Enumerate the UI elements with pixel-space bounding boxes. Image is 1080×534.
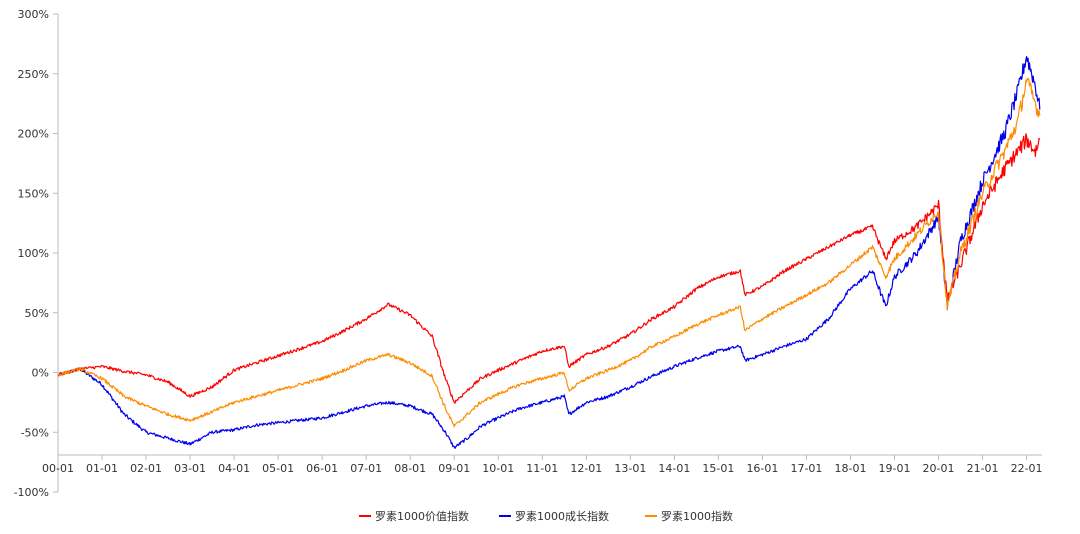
y-tick-label: 100% (18, 247, 49, 260)
x-tick-label: 05-01 (262, 462, 294, 475)
legend-label: 罗素1000价值指数 (375, 509, 469, 523)
y-tick-label: 250% (18, 68, 49, 81)
y-tick-label: 50% (25, 307, 49, 320)
y-tick-label: -50% (21, 426, 49, 439)
x-tick-label: 08-01 (394, 462, 426, 475)
y-tick-label: 300% (18, 8, 49, 21)
x-tick-label: 01-01 (86, 462, 118, 475)
x-tick-label: 02-01 (130, 462, 162, 475)
legend-label: 罗素1000指数 (661, 509, 733, 523)
legend: 罗素1000价值指数 罗素1000成长指数 罗素1000指数 (359, 509, 733, 523)
x-tick-label: 06-01 (306, 462, 338, 475)
x-tick-label: 20-01 (923, 462, 955, 475)
x-tick-label: 17-01 (790, 462, 822, 475)
y-tick-label: 0% (32, 367, 49, 380)
x-tick-label: 04-01 (218, 462, 250, 475)
x-tick-label: 10-01 (482, 462, 514, 475)
x-tick-label: 21-01 (967, 462, 999, 475)
y-tick-label: -100% (14, 486, 49, 499)
x-axis: 00-01 01-01 02-01 03-01 04-01 05-01 06-01 07-01… (42, 454, 1043, 475)
x-tick-label: 18-01 (834, 462, 866, 475)
x-tick-label: 12-01 (570, 462, 602, 475)
x-tick-label: 07-01 (350, 462, 382, 475)
legend-label: 罗素1000成长指数 (515, 509, 609, 523)
x-tick-label: 22-01 (1011, 462, 1043, 475)
y-axis: 300% 250% 200% 150% 100% 50% 0% -50% -100% (14, 8, 59, 499)
series-group (57, 55, 1041, 449)
series-line-2 (57, 77, 1041, 428)
series-line-1 (57, 55, 1041, 449)
x-tick-label: 16-01 (746, 462, 778, 475)
y-tick-label: 200% (18, 128, 49, 141)
x-tick-label: 03-01 (174, 462, 206, 475)
x-tick-label: 09-01 (438, 462, 470, 475)
y-tick-label: 150% (18, 187, 49, 200)
x-tick-label: 19-01 (879, 462, 911, 475)
x-tick-label: 00-01 (42, 462, 74, 475)
series-line-0 (57, 133, 1041, 404)
x-tick-label: 13-01 (614, 462, 646, 475)
x-tick-label: 15-01 (702, 462, 734, 475)
x-tick-label: 11-01 (526, 462, 558, 475)
x-tick-label: 14-01 (658, 462, 690, 475)
